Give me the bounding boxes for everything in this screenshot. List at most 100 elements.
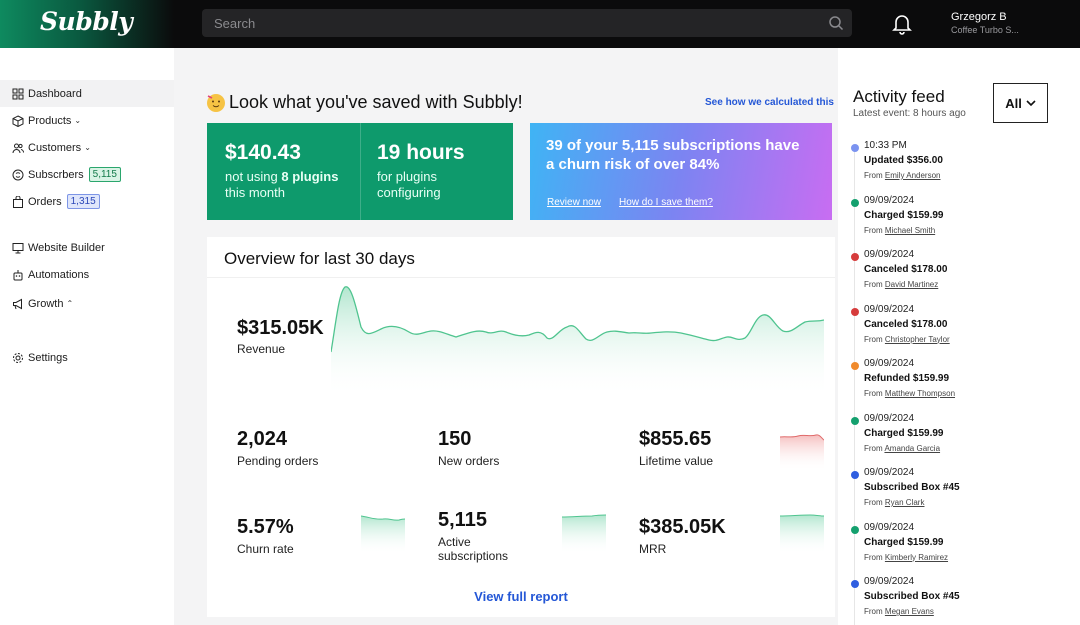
event-title: Charged $159.99 xyxy=(864,209,944,221)
active-subscriptions-sparkline xyxy=(562,514,606,554)
event-from-label: From xyxy=(864,280,883,289)
sidebar-item-products[interactable]: Products ⌄ xyxy=(0,107,174,134)
activity-event: 09/09/2024 Refunded $159.99 From Matthew T… xyxy=(838,358,1080,412)
activity-event: 09/09/2024 Subscribed Box #45 From Megan E… xyxy=(838,576,1080,625)
subbly-logo[interactable]: Subbly xyxy=(40,7,133,36)
event-from: From David Martinez xyxy=(864,280,938,289)
event-status-dot xyxy=(851,144,859,152)
sidebar-item-website-builder[interactable]: Website Builder xyxy=(0,234,174,261)
event-time: 09/09/2024 xyxy=(864,412,915,424)
user-company: Coffee Turbo S... xyxy=(951,25,1019,35)
active-subscriptions-value: 5,115 xyxy=(438,509,487,531)
pending-orders-value: 2,024 xyxy=(237,428,288,450)
sidebar-item-automations[interactable]: Automations xyxy=(0,261,174,288)
user-name[interactable]: Grzegorz B xyxy=(951,11,1007,23)
event-status-dot xyxy=(851,198,859,207)
event-from: From Amanda Garcia xyxy=(864,444,940,453)
event-title: Subscribed Box #45 xyxy=(864,591,960,602)
activity-feed: Activity feed Latest event: 8 hours ago … xyxy=(838,48,1080,625)
lifetime-value-value: $855.65 xyxy=(639,428,712,450)
new-orders-value: 150 xyxy=(438,428,472,450)
money-saved-value: $140.43 xyxy=(225,141,301,164)
feed-timeline xyxy=(854,146,855,625)
hours-sub-line2: configuring xyxy=(377,185,441,200)
event-from-label: From xyxy=(864,552,883,562)
view-full-report-link[interactable]: View full report xyxy=(474,589,568,604)
notification-bell-icon[interactable] xyxy=(892,13,912,35)
sidebar-item-customers[interactable]: Customers ⌄ xyxy=(0,134,174,161)
activity-event: 09/09/2024 Canceled $178.00 From David Mar… xyxy=(838,249,1080,303)
search-input[interactable]: Search xyxy=(202,9,852,37)
event-title: Canceled $178.00 xyxy=(864,318,948,330)
event-customer-link[interactable]: Amanda Garcia xyxy=(884,443,941,453)
overview-divider xyxy=(207,277,835,278)
sidebar-item-dashboard[interactable]: Dashboard xyxy=(0,80,174,107)
event-customer-link[interactable]: Emily Anderson xyxy=(884,171,941,180)
sidebar-item-subscribers[interactable]: Subscrbers 5,115 xyxy=(0,161,174,188)
money-sub-suffix: this month xyxy=(225,185,285,200)
active-subscriptions-label: Active subscriptions xyxy=(438,535,509,563)
feed-filter-value: All xyxy=(1005,95,1022,111)
sidebar-item-growth[interactable]: Growth ⌃ xyxy=(0,290,174,317)
chevron-up-icon: ⌃ xyxy=(66,299,74,308)
event-title: Charged $159.99 xyxy=(864,427,944,439)
pending-orders-label: Pending orders xyxy=(237,454,319,468)
sidebar-item-orders[interactable]: Orders 1,315 xyxy=(0,188,174,215)
mrr-value: $385.05K xyxy=(639,516,726,538)
gear-icon xyxy=(13,352,23,363)
monitor-icon xyxy=(12,242,24,253)
event-time: 09/09/2024 xyxy=(864,467,915,478)
event-title: Subscribed Box #45 xyxy=(864,482,960,493)
event-time: 09/09/2024 xyxy=(864,194,915,206)
event-time: 09/09/2024 xyxy=(864,576,915,587)
sidebar-item-label: Products xyxy=(28,114,72,127)
lifetime-value-sparkline xyxy=(780,434,824,471)
event-customer-link[interactable]: Matthew Thompson xyxy=(884,389,956,398)
money-sub-prefix: not using xyxy=(225,169,282,184)
chevron-down-icon: ⌄ xyxy=(74,116,82,125)
churn-risk-card: 39 of your 5,115 subscriptions have a ch… xyxy=(530,123,832,220)
hours-sub-line1: for plugins xyxy=(377,169,437,184)
orders-count-badge: 1,315 xyxy=(66,194,100,209)
sidebar-item-label: Dashboard xyxy=(28,87,82,100)
event-customer-link[interactable]: Michael Smith xyxy=(884,225,936,235)
churn-rate-label: Churn rate xyxy=(237,542,294,556)
search-icon[interactable] xyxy=(828,15,844,31)
subscribers-count-badge: 5,115 xyxy=(88,167,121,182)
churn-rate-value: 5.57% xyxy=(237,516,294,538)
event-from: From Megan Evans xyxy=(864,607,934,616)
event-from: From Ryan Clark xyxy=(864,498,924,507)
event-customer-link[interactable]: David Martinez xyxy=(884,280,939,289)
hours-saved-description: for plugins configuring xyxy=(377,169,465,201)
event-status-dot xyxy=(851,307,859,316)
money-saved-description: not using 8 plugins this month xyxy=(225,169,338,201)
top-bar: Subbly Search Grzegorz B Coffee Turbo S.… xyxy=(0,0,1080,48)
savings-title: Look what you've saved with Subbly! xyxy=(229,92,523,112)
activity-event: 09/09/2024 Charged $159.99 From Michael Sm… xyxy=(838,195,1080,249)
event-title: Updated $356.00 xyxy=(864,155,943,166)
event-from-label: From xyxy=(864,225,883,235)
event-title: Canceled $178.00 xyxy=(864,264,948,275)
bag-icon xyxy=(13,195,23,208)
event-time: 09/09/2024 xyxy=(864,521,915,533)
churn-risk-message: 39 of your 5,115 subscriptions have a ch… xyxy=(546,137,800,173)
event-customer-link[interactable]: Christopher Taylor xyxy=(884,334,950,344)
event-from: From Christopher Taylor xyxy=(864,335,950,344)
money-saved: $140.43 not using 8 plugins this month xyxy=(225,141,338,201)
chevron-down-icon xyxy=(1026,100,1036,107)
event-customer-link[interactable]: Megan Evans xyxy=(884,607,934,616)
event-customer-link[interactable]: Ryan Clark xyxy=(884,498,925,507)
mrr-label: MRR xyxy=(639,542,667,556)
how-save-link[interactable]: How do I save them? xyxy=(619,197,713,208)
box-icon xyxy=(12,114,24,127)
see-how-calculated-link[interactable]: See how we calculated this xyxy=(705,97,834,108)
event-from: From Michael Smith xyxy=(864,226,935,235)
feed-filter-dropdown[interactable]: All xyxy=(993,83,1048,123)
sidebar-item-settings[interactable]: Settings xyxy=(0,344,174,371)
review-now-link[interactable]: Review now xyxy=(547,197,601,208)
event-customer-link[interactable]: Kimberly Ramirez xyxy=(884,552,949,562)
revenue-label: Revenue xyxy=(237,342,286,356)
event-status-dot xyxy=(851,471,859,479)
activity-event: 09/09/2024 Charged $159.99 From Amanda Gar… xyxy=(838,413,1080,467)
event-from-label: From xyxy=(864,607,883,616)
